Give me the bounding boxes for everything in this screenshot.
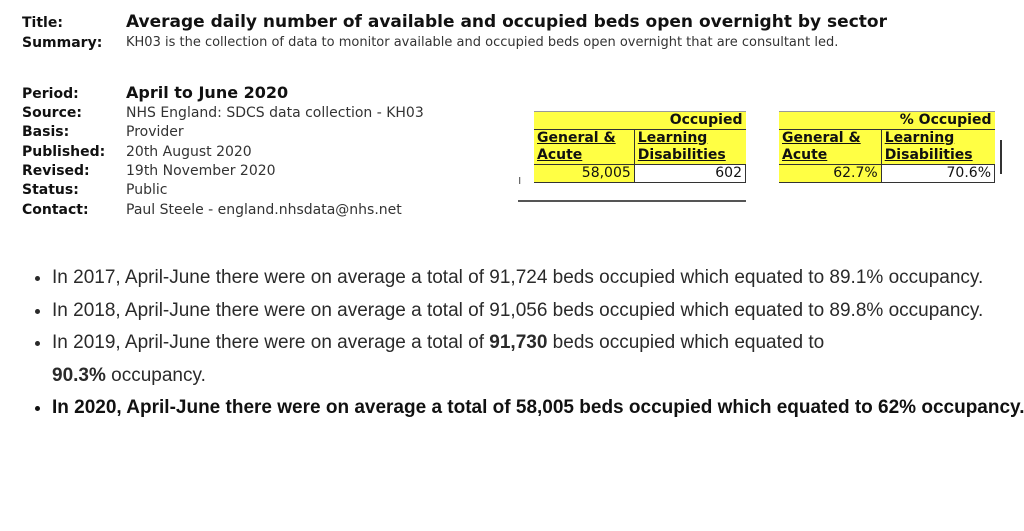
source-value: NHS England: SDCS data collection - KH03 bbox=[126, 105, 424, 121]
bullet-2019-post: occupancy. bbox=[105, 364, 206, 386]
table-edge-mark: ı bbox=[518, 173, 522, 187]
status-label: Status: bbox=[22, 182, 79, 198]
revised-label: Revised: bbox=[22, 163, 90, 179]
summary-label: Summary: bbox=[22, 35, 103, 51]
period-value: April to June 2020 bbox=[126, 83, 289, 102]
bullet-2020: In 2020, April-June there were on averag… bbox=[52, 392, 1024, 425]
pct-col-general-acute: General & Acute bbox=[779, 129, 882, 165]
revised-value: 19th November 2020 bbox=[126, 163, 276, 179]
occupied-table: Occupied General & Acute Learning Disabi… bbox=[534, 111, 747, 183]
pct-occupied-table: % Occupied General & Acute Learning Disa… bbox=[779, 111, 996, 183]
pct-col1-line1: General & bbox=[782, 130, 861, 146]
occupied-col1-line1: General & bbox=[537, 130, 616, 146]
page-title: Average daily number of available and oc… bbox=[126, 12, 887, 32]
bullet-2019-pre: In 2019, April-June there were on averag… bbox=[52, 332, 490, 354]
bullet-2019-mid: beds occupied which equated to bbox=[547, 332, 825, 354]
source-label: Source: bbox=[22, 105, 82, 121]
contact-value: Paul Steele - england.nhsdata@nhs.net bbox=[126, 202, 402, 218]
bullet-2019-beds: 91,730 bbox=[489, 332, 548, 354]
published-value: 20th August 2020 bbox=[126, 144, 252, 160]
pct-col-learning-disabilities: Learning Disabilities bbox=[880, 129, 995, 165]
period-label: Period: bbox=[22, 86, 79, 102]
pct-col1-line2: Acute bbox=[782, 147, 828, 163]
bullet-2017: In 2017, April-June there were on averag… bbox=[52, 262, 1024, 295]
occupied-col-general-acute: General & Acute bbox=[534, 129, 635, 165]
summary-text: KH03 is the collection of data to monito… bbox=[126, 35, 839, 50]
occupied-value-learning-disabilities: 602 bbox=[633, 164, 747, 183]
bullet-2019-pct: 90.3% bbox=[52, 364, 106, 386]
occupied-table-bottom-line bbox=[518, 200, 746, 202]
published-label: Published: bbox=[22, 144, 106, 160]
summary-bullet-list: In 2017, April-June there were on averag… bbox=[22, 262, 1024, 425]
bullet-2018: In 2018, April-June there were on averag… bbox=[52, 295, 1024, 328]
pct-col2-line2: Disabilities bbox=[884, 147, 973, 163]
title-label: Title: bbox=[22, 15, 63, 31]
pct-table-edge bbox=[1000, 140, 1002, 174]
occupied-col-learning-disabilities: Learning Disabilities bbox=[633, 129, 746, 165]
occupied-col1-line2: Acute bbox=[537, 147, 583, 163]
basis-label: Basis: bbox=[22, 124, 70, 140]
pct-value-general-acute: 62.7% bbox=[779, 164, 882, 183]
basis-value: Provider bbox=[126, 124, 184, 140]
occupied-heading: Occupied bbox=[534, 111, 746, 130]
occupied-value-general-acute: 58,005 bbox=[534, 164, 635, 183]
contact-label: Contact: bbox=[22, 202, 89, 218]
pct-col2-line1: Learning bbox=[884, 130, 955, 146]
bullet-2019: In 2019, April-June there were on averag… bbox=[52, 327, 1024, 392]
status-value: Public bbox=[126, 182, 168, 198]
pct-occupied-heading: % Occupied bbox=[779, 111, 995, 130]
occupied-col2-line2: Disabilities bbox=[637, 147, 726, 163]
occupied-col2-line1: Learning bbox=[637, 130, 708, 146]
pct-value-learning-disabilities: 70.6% bbox=[880, 164, 996, 183]
